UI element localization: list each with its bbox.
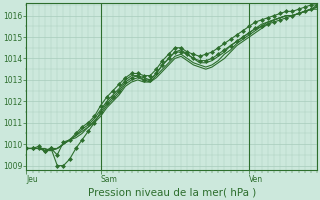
X-axis label: Pression niveau de la mer( hPa ): Pression niveau de la mer( hPa ) bbox=[88, 187, 256, 197]
